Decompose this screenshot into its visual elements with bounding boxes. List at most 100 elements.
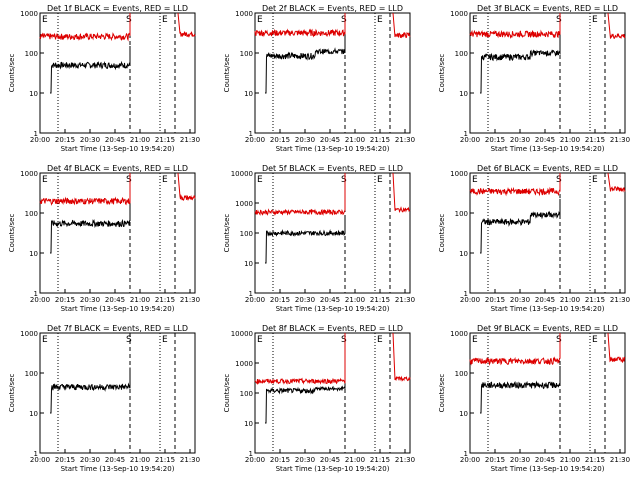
detector-plot-6: Det 6f BLACK = Events, RED = LLD 1 10 100 10… <box>438 164 630 313</box>
e-marker-start: E <box>42 175 48 185</box>
lld-series-line <box>469 173 561 197</box>
y-tick-label: 100 <box>240 230 253 238</box>
lld-series-line <box>469 333 561 366</box>
y-tick-label: 10000 <box>231 170 253 178</box>
events-series-line <box>50 204 131 254</box>
e-marker-end: E <box>592 335 598 345</box>
events-series-line <box>50 46 131 94</box>
e-marker-start: E <box>472 15 478 25</box>
x-tick-label: 21:30 <box>610 456 630 464</box>
y-axis-label: Counts/sec <box>8 54 16 93</box>
lld-series-line <box>254 173 346 216</box>
y-tick-label: 1 <box>464 450 468 458</box>
y-tick-label: 10 <box>29 410 38 418</box>
events-series-line <box>50 367 131 414</box>
x-tick-label: 21:15 <box>155 136 175 144</box>
y-tick-label: 1000 <box>450 170 468 178</box>
x-tick-label: 21:00 <box>560 296 580 304</box>
detector-plot-8: Det 8f BLACK = Events, RED = LLD 1 10 100 10… <box>223 324 415 473</box>
y-tick-label: 10 <box>244 420 253 428</box>
x-tick-label: 20:45 <box>105 296 125 304</box>
s-marker: S <box>556 175 562 185</box>
x-tick-label: 20:30 <box>510 136 530 144</box>
y-tick-label: 10 <box>459 90 468 98</box>
x-tick-label: 20:00 <box>30 456 50 464</box>
x-tick-label: 21:15 <box>155 456 175 464</box>
x-axis-label: Start Time (13-Sep-10 19:54:20) <box>61 465 175 473</box>
plot-title: Det 7f BLACK = Events, RED = LLD <box>47 324 188 333</box>
y-axis-label: Counts/sec <box>438 214 446 253</box>
x-tick-label: 21:15 <box>155 296 175 304</box>
events-series-line <box>265 35 346 94</box>
s-marker: S <box>341 15 347 25</box>
lld-series-tail <box>177 12 196 38</box>
x-tick-label: 21:30 <box>180 296 200 304</box>
x-tick-label: 21:15 <box>370 136 390 144</box>
x-tick-label: 20:00 <box>460 136 480 144</box>
x-tick-label: 20:30 <box>510 296 530 304</box>
x-tick-label: 21:00 <box>345 136 365 144</box>
e-marker-end: E <box>377 335 383 345</box>
x-tick-label: 21:00 <box>345 296 365 304</box>
x-tick-label: 20:15 <box>485 456 505 464</box>
y-tick-label: 10 <box>29 250 38 258</box>
plot-title: Det 4f BLACK = Events, RED = LLD <box>47 164 188 173</box>
y-axis-label: Counts/sec <box>8 374 16 413</box>
y-tick-label: 10 <box>244 260 253 268</box>
detector-plot-1: Det 1f BLACK = Events, RED = LLD 1 10 100 10… <box>8 4 200 153</box>
x-tick-label: 20:45 <box>535 296 555 304</box>
s-marker: S <box>341 175 347 185</box>
plot-frame <box>39 332 196 454</box>
y-tick-label: 1000 <box>235 10 253 18</box>
x-tick-label: 20:45 <box>320 456 340 464</box>
detector-plot-2: Det 2f BLACK = Events, RED = LLD 1 10 100 10… <box>223 4 415 153</box>
x-tick-label: 20:30 <box>80 456 100 464</box>
x-axis-label: Start Time (13-Sep-10 19:54:20) <box>61 305 175 313</box>
y-tick-label: 10 <box>459 250 468 258</box>
y-tick-label: 1000 <box>235 360 253 368</box>
plot-frame <box>469 172 626 294</box>
e-marker-start: E <box>257 15 263 25</box>
y-tick-label: 1 <box>249 130 253 138</box>
x-tick-label: 21:00 <box>345 456 365 464</box>
y-axis-label: Counts/sec <box>223 214 231 253</box>
x-tick-label: 20:15 <box>55 456 75 464</box>
y-axis-label: Counts/sec <box>438 374 446 413</box>
x-tick-label: 21:15 <box>585 296 605 304</box>
s-marker: S <box>126 335 132 345</box>
x-tick-label: 21:00 <box>130 296 150 304</box>
e-marker-end: E <box>377 15 383 25</box>
x-tick-label: 21:00 <box>130 136 150 144</box>
lld-series-tail <box>392 332 411 382</box>
x-tick-label: 20:15 <box>270 456 290 464</box>
x-tick-label: 20:15 <box>485 296 505 304</box>
plot-frame <box>254 12 411 134</box>
x-tick-label: 20:00 <box>460 456 480 464</box>
y-axis-label: Counts/sec <box>223 54 231 93</box>
x-axis-label: Start Time (13-Sep-10 19:54:20) <box>276 305 390 313</box>
x-tick-label: 21:00 <box>130 456 150 464</box>
x-tick-label: 20:15 <box>55 136 75 144</box>
e-marker-start: E <box>472 335 478 345</box>
x-tick-label: 20:00 <box>30 136 50 144</box>
lld-series-tail <box>392 12 411 39</box>
x-tick-label: 21:30 <box>180 456 200 464</box>
lld-series-line <box>39 13 131 42</box>
y-tick-label: 1 <box>34 450 38 458</box>
x-axis-label: Start Time (13-Sep-10 19:54:20) <box>491 305 605 313</box>
x-tick-label: 20:45 <box>320 296 340 304</box>
s-marker: S <box>556 15 562 25</box>
plot-title: Det 9f BLACK = Events, RED = LLD <box>477 324 618 333</box>
x-tick-label: 21:15 <box>370 456 390 464</box>
plot-frame <box>39 12 196 134</box>
y-tick-label: 100 <box>455 370 468 378</box>
detector-plot-9: Det 9f BLACK = Events, RED = LLD 1 10 100 10… <box>438 324 630 473</box>
lld-series-line <box>254 13 346 38</box>
lld-series-line <box>39 173 131 206</box>
x-tick-label: 20:45 <box>105 136 125 144</box>
e-marker-start: E <box>42 335 48 345</box>
lld-series-tail <box>607 12 626 39</box>
e-marker-start: E <box>472 175 478 185</box>
y-tick-label: 1000 <box>235 200 253 208</box>
